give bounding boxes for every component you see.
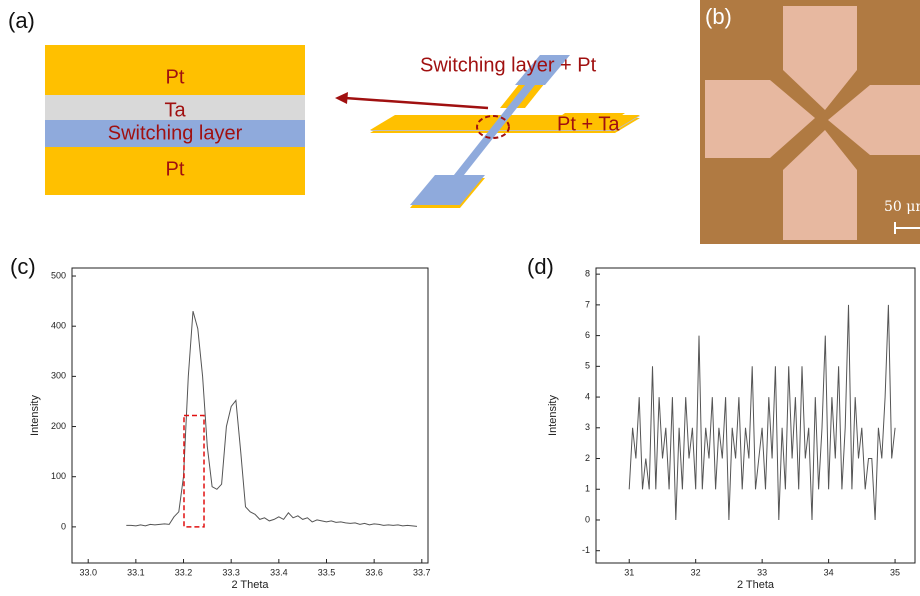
x-tick-label: 33.6 (365, 567, 383, 577)
y-tick-label: 0 (585, 514, 590, 524)
panel-label: (d) (527, 254, 554, 279)
x-tick-label: 33.5 (318, 567, 336, 577)
data-line (126, 310, 418, 527)
y-tick-label: 100 (51, 471, 66, 481)
plot-frame (595, 267, 916, 564)
layer-label: Pt (166, 66, 185, 88)
x-tick-label: 33.4 (270, 567, 288, 577)
x-tick-label: 33 (757, 567, 767, 577)
ta-layer (45, 95, 305, 120)
layer-label: Ta (164, 99, 186, 121)
y-tick-label: -1 (582, 545, 590, 555)
x-tick-label: 33.2 (175, 567, 193, 577)
micrograph (700, 0, 920, 244)
x-tick-label: 33.1 (127, 567, 145, 577)
callout: Switching layer + Pt (420, 54, 597, 76)
x-axis-label: 2 Theta (737, 579, 775, 591)
x-tick-label: 34 (824, 567, 834, 577)
y-tick-label: 8 (585, 269, 590, 279)
data-line (628, 304, 896, 521)
x-tick-label: 33.3 (222, 567, 240, 577)
switching-layer (45, 120, 305, 147)
y-tick-label: 2 (585, 453, 590, 463)
x-tick-label: 35 (890, 567, 900, 577)
scale-bar-label: 50 μm (884, 199, 920, 215)
layer-label: Pt (166, 158, 185, 180)
highlight-box (183, 414, 205, 528)
y-tick-label: 3 (585, 422, 590, 432)
y-axis-label: Intensity (29, 395, 41, 436)
x-axis-label: 2 Theta (231, 579, 269, 591)
y-axis-label: Intensity (547, 395, 559, 436)
panel-label: (b) (705, 4, 732, 29)
y-tick-label: 4 (585, 391, 590, 401)
plot-frame (71, 267, 429, 564)
pt-layer (45, 45, 305, 95)
y-tick-label: 5 (585, 361, 590, 371)
panel-label: (c) (10, 254, 36, 279)
x-tick-label: 31 (624, 567, 634, 577)
y-tick-label: 200 (51, 421, 66, 431)
y-tick-label: 6 (585, 330, 590, 340)
layer-label: Switching layer (108, 122, 243, 144)
y-tick-label: 400 (51, 321, 66, 331)
y-tick-label: 300 (51, 371, 66, 381)
x-tick-label: 32 (691, 567, 701, 577)
x-tick-label: 33.0 (79, 567, 97, 577)
device-sketch (335, 55, 640, 208)
y-tick-label: 1 (585, 484, 590, 494)
callout: Pt + Ta (557, 113, 620, 135)
panel-label: (a) (8, 8, 35, 33)
y-tick-label: 7 (585, 299, 590, 309)
y-tick-label: 500 (51, 270, 66, 280)
y-tick-label: 0 (61, 521, 66, 531)
x-tick-label: 33.7 (413, 567, 431, 577)
pt-layer (45, 147, 305, 195)
